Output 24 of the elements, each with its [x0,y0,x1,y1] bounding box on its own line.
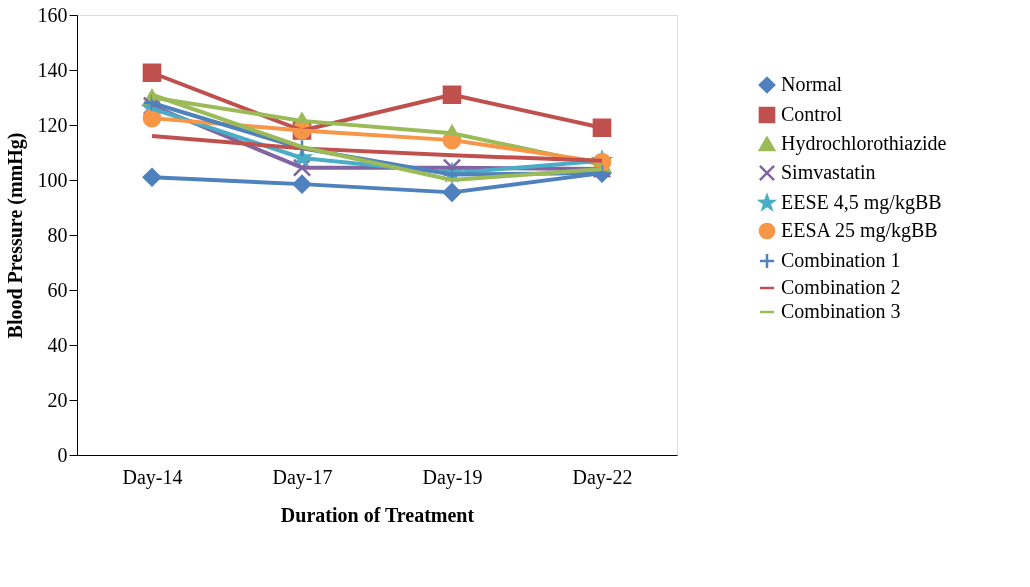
y-tick-label: 120 [37,113,68,136]
y-tick-label: 140 [37,58,68,81]
y-tick-label: 40 [47,333,68,356]
legend-label: EESA 25 mg/kgBB [781,219,938,242]
y-tick-label: 0 [57,443,68,466]
y-tick-label: 60 [47,278,68,301]
x-axis-title: Duration of Treatment [280,503,475,526]
x-tick-label: Day-17 [272,465,333,489]
y-tick-label: 80 [47,223,68,246]
legend-label: Combination 1 [781,249,901,271]
legend-label: Combination 3 [781,300,901,322]
x-tick-label: Day-19 [422,465,483,489]
y-tick-label: 160 [37,3,68,26]
legend-label: Combination 2 [781,276,901,298]
y-tick-label: 20 [47,388,68,411]
y-axis-title: Blood Pressure (mmHg) [3,132,27,339]
x-tick-label: Day-22 [572,465,633,489]
legend-label: Simvastatin [781,161,876,183]
legend-label: Normal [781,73,843,95]
legend-label: Control [781,103,843,125]
x-tick-label: Day-14 [122,465,183,489]
legend-label: Hydrochlorothiazide [781,132,947,155]
legend-label: EESE 4,5 mg/kgBB [781,191,942,214]
y-tick-label: 100 [37,168,68,191]
